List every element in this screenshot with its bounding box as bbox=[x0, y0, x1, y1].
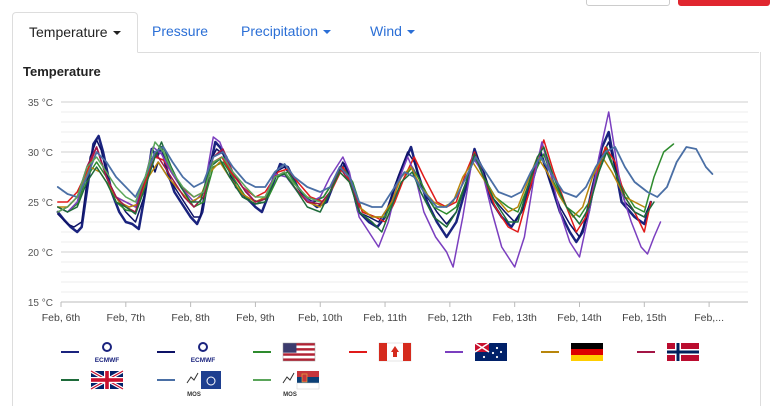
flag-rs-stripe bbox=[296, 382, 320, 390]
flag-no-cross bbox=[667, 350, 699, 354]
flag-gb-cross bbox=[91, 378, 123, 382]
flag-us-stripe bbox=[283, 353, 315, 356]
y-tick-label: 20 °C bbox=[28, 248, 53, 259]
flag-us-canton bbox=[283, 343, 297, 353]
ecmwf-logo-icon bbox=[198, 342, 208, 352]
legend-label: ECMWF bbox=[191, 357, 216, 364]
x-tick-label: Feb, 9th bbox=[236, 312, 275, 324]
flag-rs-stripe bbox=[297, 377, 319, 383]
mos-chart-icon bbox=[186, 372, 199, 384]
legend-item bbox=[541, 343, 603, 361]
x-tick-label: Feb, 12th bbox=[428, 312, 473, 324]
x-tick-label: Feb, 8th bbox=[171, 312, 210, 324]
flag-de-stripe bbox=[571, 349, 603, 355]
tab-temperature[interactable]: Temperature bbox=[12, 12, 138, 53]
legend-item: ECMWF bbox=[61, 342, 120, 364]
flag-ca-bar bbox=[379, 343, 387, 361]
flag-au-star bbox=[482, 355, 486, 359]
chevron-down-icon bbox=[323, 30, 332, 35]
flag-rs-emblem bbox=[301, 373, 308, 383]
y-tick-label: 15 °C bbox=[28, 298, 53, 309]
legend-item bbox=[349, 342, 412, 362]
legend-item: MOS bbox=[157, 371, 221, 398]
axis-layer: 35 °C 30 °C 25 °C 20 °C 15 °C Feb, 6th Feb, 7t… bbox=[28, 98, 748, 324]
chart-tabs: Temperature Pressure Precipitation Wind bbox=[12, 12, 759, 53]
x-tick-label: Feb,... bbox=[694, 312, 724, 324]
flag-rs-icon bbox=[297, 371, 319, 377]
x-tick-label: Feb, 7th bbox=[107, 312, 146, 324]
x-tick-label: Feb, 6th bbox=[42, 312, 81, 324]
tab-precipitation[interactable]: Precipitation bbox=[225, 12, 347, 52]
chevron-down-icon bbox=[112, 31, 121, 36]
flag-us-stripe bbox=[283, 345, 315, 349]
dmo-swirl-icon bbox=[206, 376, 216, 386]
flag-us-stripe bbox=[283, 348, 315, 351]
series-line-6 bbox=[57, 146, 360, 213]
x-tick-label: Feb, 14th bbox=[557, 312, 602, 324]
tab-wind[interactable]: Wind bbox=[354, 12, 431, 52]
legend-label: MOS bbox=[283, 392, 297, 398]
tab-precipitation-label: Precipitation bbox=[241, 23, 319, 39]
temperature-chart: Temperature 35 °C 30 °C 25 °C 20 °C 15 °C Feb… bbox=[23, 64, 748, 398]
legend-label: ECMWF bbox=[95, 357, 120, 364]
tab-wind-label: Wind bbox=[370, 23, 402, 39]
flag-us-stripe bbox=[283, 355, 315, 359]
legend-item bbox=[61, 369, 124, 391]
x-tick-label: Feb, 15th bbox=[622, 312, 667, 324]
y-tick-label: 30 °C bbox=[28, 148, 53, 159]
flag-au-star bbox=[495, 355, 499, 359]
legend-item: ECMWF bbox=[157, 342, 216, 364]
y-tick-label: 35 °C bbox=[28, 98, 53, 109]
top-secondary-button[interactable] bbox=[586, 0, 670, 6]
mos-chart-icon bbox=[282, 372, 295, 384]
flag-au-star bbox=[499, 350, 503, 354]
series-layer bbox=[56, 111, 714, 268]
legend-item bbox=[445, 342, 507, 361]
tab-temperature-label: Temperature bbox=[29, 24, 108, 40]
flag-us-stripe bbox=[283, 350, 315, 354]
maple-leaf-icon bbox=[391, 346, 399, 357]
chevron-down-icon bbox=[406, 30, 415, 35]
top-primary-button[interactable] bbox=[678, 0, 770, 6]
ecmwf-logo-icon bbox=[102, 342, 112, 352]
legend-item bbox=[253, 342, 316, 362]
flag-de-stripe bbox=[571, 355, 603, 361]
legend-label: MOS bbox=[187, 392, 201, 398]
flag-au-star bbox=[491, 351, 495, 355]
x-tick-label: Feb, 10th bbox=[298, 312, 343, 324]
flag-au-cross bbox=[474, 342, 490, 353]
flag-us-stripe bbox=[283, 343, 315, 346]
legend: ECMWF ECMWF MOS MOS bbox=[61, 342, 699, 398]
flag-de-icon bbox=[571, 343, 603, 349]
flag-us-icon bbox=[282, 342, 316, 362]
legend-item bbox=[637, 343, 699, 361]
grid-layer bbox=[61, 101, 748, 303]
dmo-logo-icon bbox=[201, 371, 221, 389]
flag-au-star bbox=[495, 346, 499, 350]
x-tick-label: Feb, 11th bbox=[363, 312, 407, 324]
tab-pressure[interactable]: Pressure bbox=[136, 12, 224, 52]
flag-ca-bar bbox=[403, 343, 411, 361]
y-tick-label: 25 °C bbox=[28, 198, 53, 209]
tab-pressure-label: Pressure bbox=[152, 23, 209, 39]
chart-panel: Temperature 35 °C 30 °C 25 °C 20 °C 15 °C Feb… bbox=[12, 52, 761, 406]
flag-us-stripe bbox=[283, 358, 315, 361]
x-tick-label: Feb, 13th bbox=[492, 312, 537, 324]
series-line-9 bbox=[57, 141, 321, 213]
chart-title: Temperature bbox=[23, 64, 101, 79]
legend-item: MOS bbox=[253, 371, 320, 398]
series-line-4 bbox=[57, 111, 662, 268]
